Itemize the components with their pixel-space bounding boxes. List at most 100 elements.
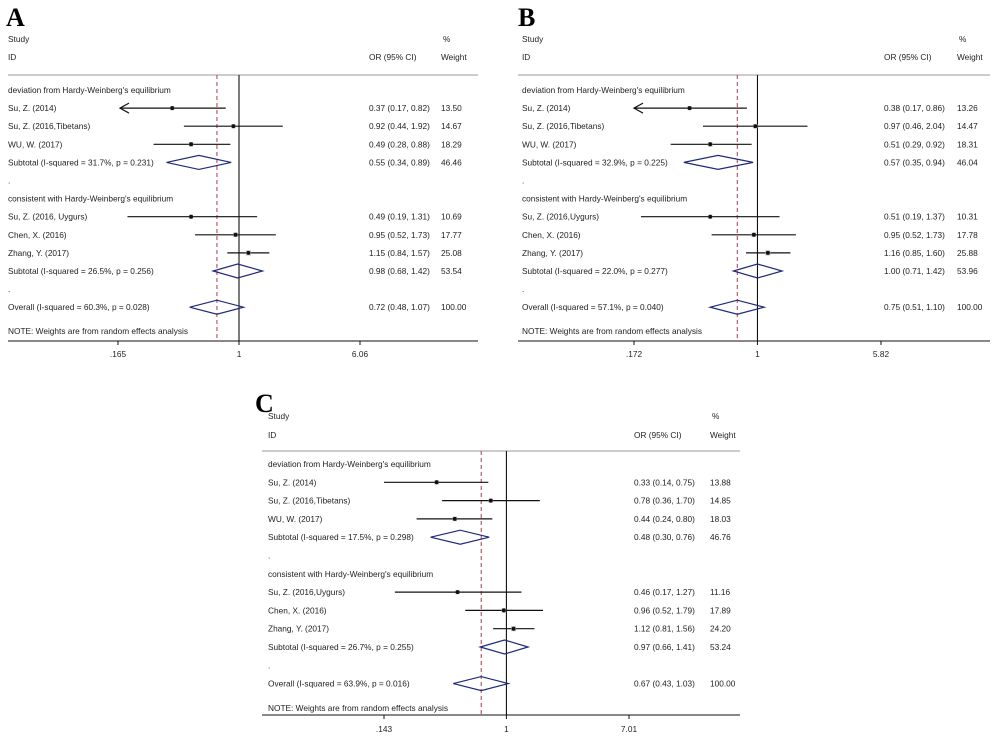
spacer-dot: . — [8, 176, 10, 186]
ci-truncation-arrow — [632, 102, 644, 114]
subtotal-diamond — [731, 263, 785, 279]
weight-value: 17.77 — [441, 230, 462, 240]
weight-value: 53.96 — [957, 266, 978, 276]
or-ci-value: 0.44 (0.24, 0.80) — [634, 514, 695, 524]
x-tick-label: .143 — [376, 724, 393, 734]
point-estimate — [455, 590, 460, 595]
weight-value: 17.78 — [957, 230, 978, 240]
forest-plot-panel-a: A Study ID% OR (95% CI) Weight .165 1 6.06 devia… — [0, 0, 488, 362]
or-ci-value: 0.49 (0.19, 1.31) — [369, 212, 430, 222]
x-tick-label: 1 — [755, 349, 760, 359]
weight-value: 25.08 — [441, 248, 462, 258]
spacer-dot: . — [522, 284, 524, 294]
footnote: NOTE: Weights are from random effects an… — [268, 703, 448, 713]
study-row-label: Su, Z. (2014) — [268, 477, 317, 487]
study-row-label: Chen, X. (2016) — [268, 605, 327, 615]
study-row-label: Su, Z. (2016,Tibetans) — [268, 496, 350, 506]
or-ci-value: 1.16 (0.85, 1.60) — [884, 248, 945, 258]
point-estimate — [233, 232, 238, 237]
subtotal-diamond — [683, 154, 754, 171]
header-id: ID — [268, 430, 276, 440]
point-estimate — [452, 516, 457, 521]
point-estimate — [501, 608, 506, 613]
subtotal-diamond — [210, 263, 265, 279]
group-heading: deviation from Hardy-Weinberg's equilibr… — [8, 85, 171, 95]
x-tick-label: 7.01 — [621, 724, 638, 734]
study-row-label: Su, Z. (2014) — [522, 103, 571, 113]
point-estimate — [189, 214, 194, 219]
point-estimate — [753, 124, 758, 129]
panel-label: C — [255, 389, 274, 418]
or-ci-value: 0.51 (0.19, 1.37) — [884, 212, 945, 222]
spacer-dot: . — [268, 551, 270, 561]
study-row-label: Zhang, Y. (2017) — [8, 248, 69, 258]
spacer-dot: . — [522, 176, 524, 186]
study-row-label: Chen, X. (2016) — [8, 230, 67, 240]
weight-value: 18.29 — [441, 139, 462, 149]
header-weight: Weight — [441, 52, 467, 62]
group-heading: deviation from Hardy-Weinberg's equilibr… — [522, 85, 685, 95]
study-row-label: WU, W. (2017) — [522, 139, 577, 149]
weight-value: 13.88 — [710, 477, 731, 487]
footnote: NOTE: Weights are from random effects an… — [8, 326, 188, 336]
subtotal-diamond — [166, 154, 232, 171]
header-study: Study — [268, 411, 290, 421]
forest-plot-panel-b: B Study ID% OR (95% CI) Weight .172 1 5.82 devia… — [510, 0, 1000, 362]
header-weight: Weight — [710, 430, 736, 440]
header-or-ci: OR (95% CI) — [369, 52, 417, 62]
point-estimate — [488, 498, 493, 503]
subtotal-row-label: Subtotal (I-squared = 32.9%, p = 0.225) — [522, 157, 668, 167]
x-tick-label: .172 — [626, 349, 643, 359]
subtotal-row-label: Subtotal (I-squared = 17.5%, p = 0.298) — [268, 532, 414, 542]
overall-row-label: Overall (I-squared = 63.9%, p = 0.016) — [268, 679, 410, 689]
point-estimate — [511, 626, 516, 631]
point-estimate — [765, 250, 770, 255]
point-estimate — [246, 250, 251, 255]
or-ci-value: 0.95 (0.52, 1.73) — [884, 230, 945, 240]
weight-value: 14.47 — [957, 121, 978, 131]
overall-row-label: Overall (I-squared = 60.3%, p = 0.028) — [8, 302, 150, 312]
or-ci-value: 1.00 (0.71, 1.42) — [884, 266, 945, 276]
header-id: ID — [522, 52, 530, 62]
group-heading: consistent with Hardy-Weinberg's equilib… — [268, 569, 433, 579]
weight-value: 100.00 — [710, 679, 736, 689]
or-ci-value: 0.75 (0.51, 1.10) — [884, 302, 945, 312]
footnote: NOTE: Weights are from random effects an… — [522, 326, 702, 336]
group-heading: consistent with Hardy-Weinberg's equilib… — [8, 194, 173, 204]
group-heading: consistent with Hardy-Weinberg's equilib… — [522, 194, 687, 204]
forest-plot-svg: A Study ID% OR (95% CI) Weight .165 1 6.06 devia… — [6, 3, 478, 359]
or-ci-value: 0.46 (0.17, 1.27) — [634, 587, 695, 597]
forest-plot-svg: B Study ID% OR (95% CI) Weight .172 1 5.82 devia… — [518, 3, 990, 359]
point-estimate — [189, 142, 194, 147]
x-tick-label: 1 — [504, 724, 509, 734]
header-percent: % — [443, 34, 451, 44]
or-ci-value: 0.95 (0.52, 1.73) — [369, 230, 430, 240]
weight-value: 10.31 — [957, 212, 978, 222]
weight-value: 53.24 — [710, 642, 731, 652]
weight-value: 46.04 — [957, 157, 978, 167]
study-row-label: Su, Z. (2016, Uygurs) — [8, 212, 88, 222]
weight-value: 100.00 — [441, 302, 467, 312]
point-estimate — [170, 106, 175, 111]
weight-value: 100.00 — [957, 302, 983, 312]
weight-value: 25.88 — [957, 248, 978, 258]
overall-diamond — [707, 299, 767, 315]
subtotal-diamond — [478, 639, 531, 655]
ci-truncation-arrow — [118, 102, 130, 114]
panel-label: A — [6, 3, 25, 32]
or-ci-value: 0.33 (0.14, 0.75) — [634, 477, 695, 487]
or-ci-value: 0.51 (0.29, 0.92) — [884, 139, 945, 149]
or-ci-value: 0.37 (0.17, 0.82) — [369, 103, 430, 113]
subtotal-diamond — [430, 529, 490, 545]
study-row-label: Su, Z. (2016,Uygurs) — [522, 212, 599, 222]
or-ci-value: 0.49 (0.28, 0.88) — [369, 139, 430, 149]
weight-value: 17.89 — [710, 605, 731, 615]
or-ci-value: 0.97 (0.66, 1.41) — [634, 642, 695, 652]
weight-value: 11.16 — [710, 587, 731, 597]
x-tick-label: 5.82 — [873, 349, 890, 359]
weight-value: 13.26 — [957, 103, 978, 113]
or-ci-value: 0.98 (0.68, 1.42) — [369, 266, 430, 276]
x-tick-label: .165 — [110, 349, 127, 359]
or-ci-value: 1.15 (0.84, 1.57) — [369, 248, 430, 258]
